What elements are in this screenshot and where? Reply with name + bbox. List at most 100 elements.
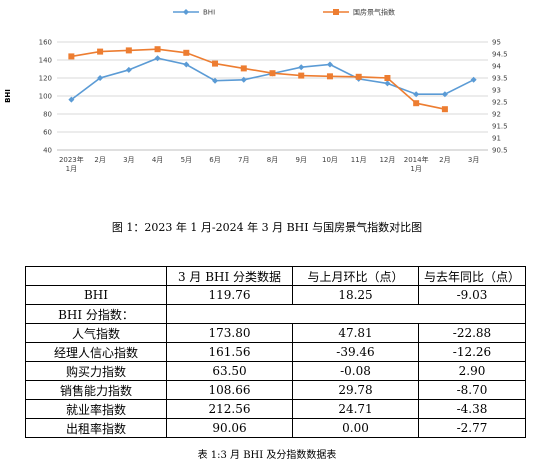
table-header-cell: 与去年同比（点） (418, 266, 526, 286)
table-row: 销售能力指数 108.66 29.78 -8.70 (25, 380, 526, 400)
data-point (298, 64, 305, 71)
x-tick-label: 10月 (322, 156, 338, 164)
legend-label: BHI (203, 9, 215, 17)
y-tick-label: 160 (39, 39, 52, 47)
data-point (183, 61, 190, 68)
data-point (355, 73, 362, 80)
table-row: 人气指数 173.80 47.81 -22.88 (25, 323, 526, 343)
data-point (125, 47, 132, 54)
data-point (441, 91, 448, 98)
y-axis-title: BHI (4, 89, 12, 103)
data-point (413, 100, 420, 107)
data-point (441, 106, 448, 113)
x-tick-label: 6月 (209, 156, 220, 164)
table-cell: -8.70 (418, 380, 526, 400)
x-tick-label: 4月 (152, 156, 163, 164)
data-point (97, 75, 104, 81)
table-cell: -39.46 (292, 342, 419, 362)
data-point (68, 96, 75, 103)
data-point (384, 80, 391, 87)
data-point (326, 73, 333, 80)
data-point (384, 75, 391, 81)
y2-tick-label: 92 (492, 111, 501, 119)
legend-marker (183, 9, 189, 15)
x-tick-label: 5月 (181, 156, 192, 164)
table-cell: 119.76 (166, 285, 293, 305)
data-point (470, 76, 477, 83)
row-label: 就业率指数 (25, 399, 167, 419)
y2-tick-label: 91 (492, 135, 501, 143)
data-point (68, 53, 75, 60)
y-axis-left: 40 60 80 100 120 140 160 (39, 39, 52, 155)
bhi-data-table: 3 月 BHI 分类数据 与上月环比（点） 与去年同比（点） BHI 119.7… (25, 266, 526, 438)
table-cell: -9.03 (418, 285, 526, 305)
table-cell: 90.06 (166, 418, 293, 438)
chart-legend: BHI 国房景气指数 (173, 8, 395, 17)
table-cell: 24.71 (292, 399, 419, 419)
table-cell: 18.25 (292, 285, 419, 305)
y2-tick-label: 92.5 (492, 99, 508, 107)
table-cell: 161.56 (166, 342, 293, 362)
data-point (154, 55, 161, 62)
x-tick-label: 2023年 1月 (59, 155, 84, 173)
data-point (212, 60, 219, 67)
y-tick-label: 60 (43, 129, 52, 137)
data-point (298, 72, 305, 79)
table-cell: -22.88 (418, 323, 526, 343)
x-tick-label: 3月 (468, 156, 479, 164)
table-cell: 63.50 (166, 361, 293, 381)
table-subheader-row: BHI 分指数： (25, 304, 526, 324)
data-point (240, 76, 247, 83)
x-axis: 2023年 1月 2月 3月 4月 5月 6月 7月 8月 9月 10月 11月 12月 2014年 1月 2… (57, 149, 488, 173)
data-point (269, 70, 276, 77)
chart-series (68, 46, 477, 113)
x-tick-label: 12月 (379, 156, 395, 164)
y2-tick-label: 90.5 (492, 147, 508, 155)
y-tick-label: 80 (43, 111, 52, 119)
y2-tick-label: 94.5 (492, 51, 508, 59)
table-row: BHI 119.76 18.25 -9.03 (25, 285, 526, 305)
y-tick-label: 100 (39, 93, 52, 101)
table-cell: -2.77 (418, 418, 526, 438)
table-row: 购买力指数 63.50 -0.08 2.90 (25, 361, 526, 381)
row-label: 人气指数 (25, 323, 167, 343)
x-tick-label: 11月 (351, 156, 367, 164)
series-line (71, 48, 446, 110)
data-point (240, 65, 247, 72)
table-header-cell (25, 266, 167, 286)
series-line (70, 57, 474, 101)
row-label: 购买力指数 (25, 361, 167, 381)
x-tick-label: 8月 (267, 156, 278, 164)
table-cell: 173.80 (166, 323, 293, 343)
legend-label: 国房景气指数 (353, 8, 395, 17)
data-point (125, 66, 132, 73)
data-point (326, 61, 333, 68)
table-header-cell: 3 月 BHI 分类数据 (166, 266, 293, 286)
table-caption: 表 1:3 月 BHI 及分指数数据表 (197, 450, 337, 461)
table-cell: -12.26 (418, 342, 526, 362)
data-point (183, 49, 190, 56)
y-axis-right: 90.5 91 91.5 92 92.5 93 93.5 94 94.5 95 (492, 39, 508, 155)
table-row: 出租率指数 90.06 0.00 -2.77 (25, 418, 526, 438)
table-cell: -0.08 (292, 361, 419, 381)
x-tick-label: 7月 (238, 156, 249, 164)
table-cell: 0.00 (292, 418, 419, 438)
y2-tick-label: 95 (492, 39, 501, 47)
y2-tick-label: 93.5 (492, 75, 508, 83)
table-cell: 108.66 (166, 380, 293, 400)
chart-grid (57, 41, 488, 151)
table-row: 经理人信心指数 161.56 -39.46 -12.26 (25, 342, 526, 362)
x-tick-label: 2月 (439, 156, 450, 164)
row-label: 经理人信心指数 (25, 342, 167, 362)
legend-marker (333, 9, 339, 15)
table-cell: 212.56 (166, 399, 293, 419)
x-tick-label: 2月 (94, 156, 105, 164)
row-label: 销售能力指数 (25, 380, 167, 400)
table-header-row: 3 月 BHI 分类数据 与上月环比（点） 与去年同比（点） (25, 266, 526, 286)
table-row: 就业率指数 212.56 24.71 -4.38 (25, 399, 526, 419)
data-point (154, 46, 161, 53)
x-tick-label: 3月 (123, 156, 134, 164)
y2-tick-label: 93 (492, 87, 501, 95)
x-tick-label: 2014年 1月 (404, 155, 429, 173)
